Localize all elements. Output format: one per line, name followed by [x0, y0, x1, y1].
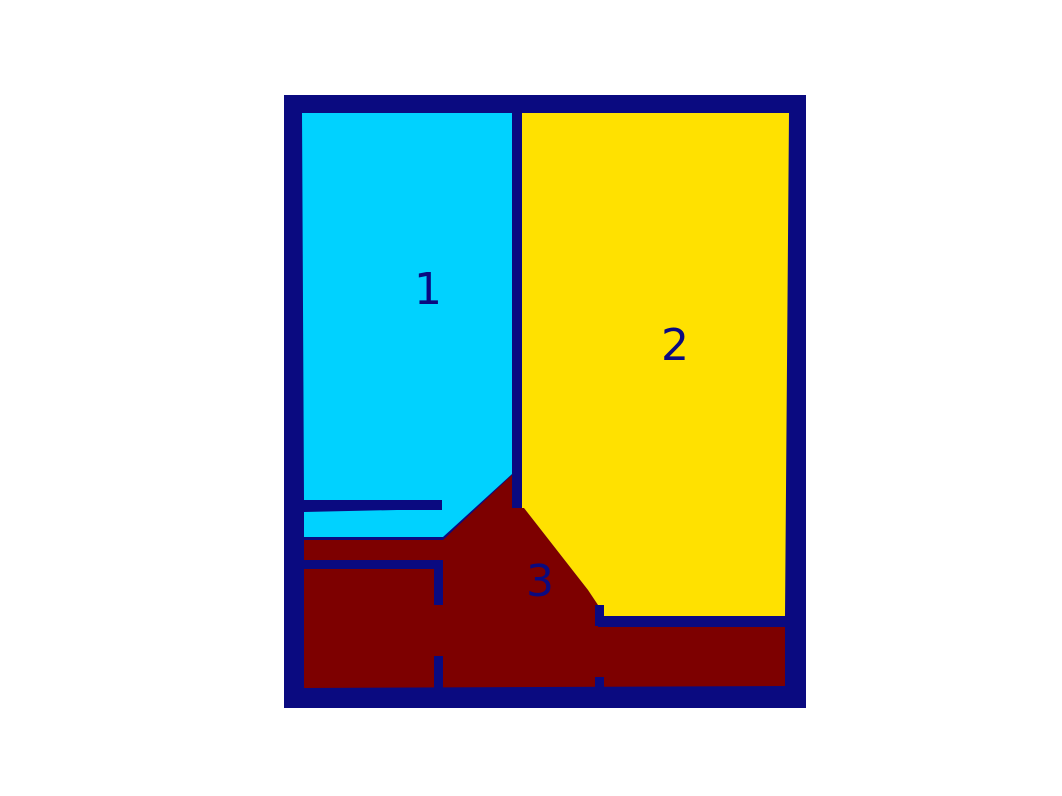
wall-room2-bottom [598, 616, 787, 626]
room-3-label: 3 [526, 556, 554, 607]
wall-room3-vertical-c [595, 605, 604, 626]
room-3-area [304, 474, 785, 688]
wall-room3-vertical-a [434, 560, 443, 605]
wall-room3-top [304, 560, 442, 569]
wall-room1-shelf [304, 500, 442, 510]
room-2-area [522, 113, 789, 616]
room-2-label: 2 [661, 320, 689, 371]
wall-room3-vertical-b [434, 656, 443, 690]
room-1-label: 1 [414, 264, 442, 315]
wall-divider-1-2 [512, 113, 522, 508]
room-1-area [302, 113, 512, 537]
wall-room3-vertical-d [595, 677, 604, 689]
